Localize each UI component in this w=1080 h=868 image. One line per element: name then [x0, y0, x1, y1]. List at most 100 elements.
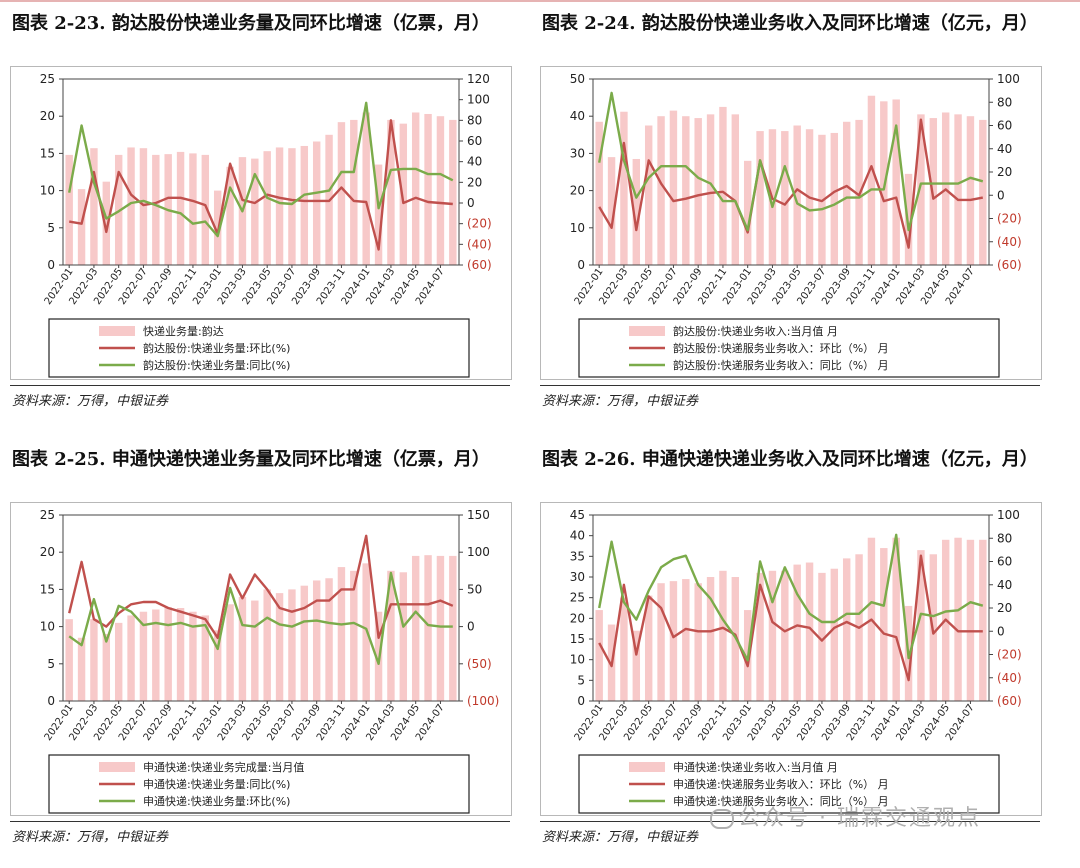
bar: [263, 151, 271, 265]
bar: [350, 570, 358, 701]
bar: [238, 596, 247, 701]
bar: [275, 593, 284, 701]
bar: [176, 151, 185, 265]
bar: [288, 589, 296, 701]
right-tick-label: 100: [467, 93, 490, 107]
bar: [657, 116, 665, 265]
bar: [830, 132, 839, 265]
bar: [966, 116, 975, 265]
bar: [90, 148, 98, 265]
legend-label: 申通快递:快递业务收入:当月值 月: [673, 760, 838, 774]
legend-label: 申通快递:快递服务业务收入：同比（%） 月: [673, 794, 889, 808]
chart-frame: 0 5 10 15 20 25 (100) (50) 0 50 100 150 2022-01 2022-…: [10, 502, 512, 816]
bar: [644, 595, 653, 701]
bar: [892, 537, 900, 701]
figure-title: 图表 2-23. 韵达股份快递业务量及同环比增速（亿票，月）: [12, 13, 490, 34]
legend-swatch-bar: [99, 762, 135, 772]
bar: [620, 111, 628, 266]
right-tick-label: 20: [467, 175, 482, 189]
panel-2-26: 图表 2-26. 申通快递快递业务收入及同环比增速（亿元，月） 0 5 10 15 20…: [538, 440, 1068, 868]
right-tick-label: 100: [997, 72, 1020, 86]
series-line: [598, 533, 984, 662]
bar: [139, 611, 148, 701]
bar: [966, 539, 975, 701]
bar: [77, 637, 86, 701]
bar: [411, 555, 420, 701]
bar: [756, 131, 764, 265]
right-tick-label: 60: [997, 555, 1012, 569]
bar: [892, 99, 900, 266]
bar: [657, 583, 665, 701]
bar: [189, 153, 197, 265]
bar: [300, 145, 309, 265]
bar: [842, 121, 851, 265]
bar: [77, 189, 86, 265]
legend-label: 申通快递:快递业务量:同比(%): [143, 777, 290, 791]
right-tick-label: 60: [467, 134, 482, 148]
bar: [436, 555, 445, 701]
left-tick-label: 20: [40, 109, 55, 123]
right-tick-label: (20): [997, 212, 1022, 226]
series-line: [598, 554, 983, 682]
left-tick-label: 10: [40, 620, 55, 634]
bar: [114, 622, 123, 701]
bar: [719, 106, 727, 266]
legend-swatch-bar: [629, 326, 665, 336]
chart-frame: 0 5 10 15 20 25 (60) (40) (20) 0 20 40 60 80 100 120 202…: [10, 66, 512, 380]
right-tick-label: (100): [467, 694, 499, 708]
right-tick-label: 100: [467, 545, 490, 559]
bar: [644, 125, 653, 265]
panel-2-23: 图表 2-23. 韵达股份快递业务量及同环比增速（亿票，月） 0 5 10 15 20 2…: [8, 4, 538, 432]
bar: [139, 148, 148, 265]
bar: [387, 570, 395, 701]
legend-label: 快递业务量:韵达: [143, 324, 224, 338]
left-tick-label: 25: [40, 72, 55, 86]
chart-frame: 0 5 10 15 20 25 30 35 40 45 (60) (40) (20) 0 20 40 60 80 1…: [540, 502, 1042, 816]
legend-label: 韵达股份:快递业务量:环比(%): [143, 341, 290, 355]
bar: [793, 564, 801, 701]
legend-swatch-bar: [99, 326, 135, 336]
bar: [337, 122, 346, 265]
left-tick-label: 25: [40, 508, 55, 522]
right-tick-label: 0: [997, 188, 1005, 202]
left-tick-label: 35: [570, 549, 585, 563]
series-line: [68, 534, 454, 640]
bar: [65, 619, 73, 701]
left-tick-label: 20: [570, 184, 585, 198]
bar: [449, 119, 457, 265]
bar: [102, 181, 111, 265]
left-tick-label: 40: [570, 109, 585, 123]
bar: [213, 630, 222, 701]
legend-label: 申通快递:快递服务业务收入：环比（%） 月: [673, 777, 889, 791]
bar: [127, 147, 135, 265]
series-line: [598, 118, 984, 249]
left-tick-label: 45: [570, 508, 585, 522]
bar: [152, 154, 160, 265]
left-tick-label: 50: [570, 72, 585, 86]
top-rule: [0, 0, 1080, 2]
legend-label: 韵达股份:快递业务收入:当月值 月: [673, 324, 838, 338]
bar: [743, 160, 752, 265]
source-note: 资料来源：万得，中银证券: [12, 830, 169, 845]
bar: [768, 570, 777, 701]
series-line: [68, 571, 453, 666]
left-tick-label: 30: [570, 146, 585, 160]
source-rule: [540, 821, 1040, 822]
left-tick-label: 20: [40, 545, 55, 559]
bar: [449, 555, 457, 701]
bar: [632, 158, 641, 265]
left-tick-label: 0: [577, 258, 585, 272]
chart-2-25: 0510152025(100)(50)0501001502022-012022-…: [40, 508, 499, 814]
right-tick-label: 40: [467, 155, 482, 169]
bar: [288, 148, 296, 265]
bar: [954, 537, 962, 701]
bar: [152, 609, 160, 701]
bar: [917, 114, 925, 265]
bar: [411, 112, 420, 265]
figure-title: 图表 2-26. 申通快递快递业务收入及同环比增速（亿元，月）: [542, 449, 1038, 470]
chart-2-24: 01020304050(60)(40)(20)0204060801002022-…: [570, 72, 1022, 378]
panel-2-24: 图表 2-24. 韵达股份快递业务收入及同环比增速（亿元，月） 0 10 20 30 4…: [538, 4, 1068, 432]
right-tick-label: 40: [997, 142, 1012, 156]
bar: [979, 539, 987, 701]
bar: [756, 572, 764, 701]
